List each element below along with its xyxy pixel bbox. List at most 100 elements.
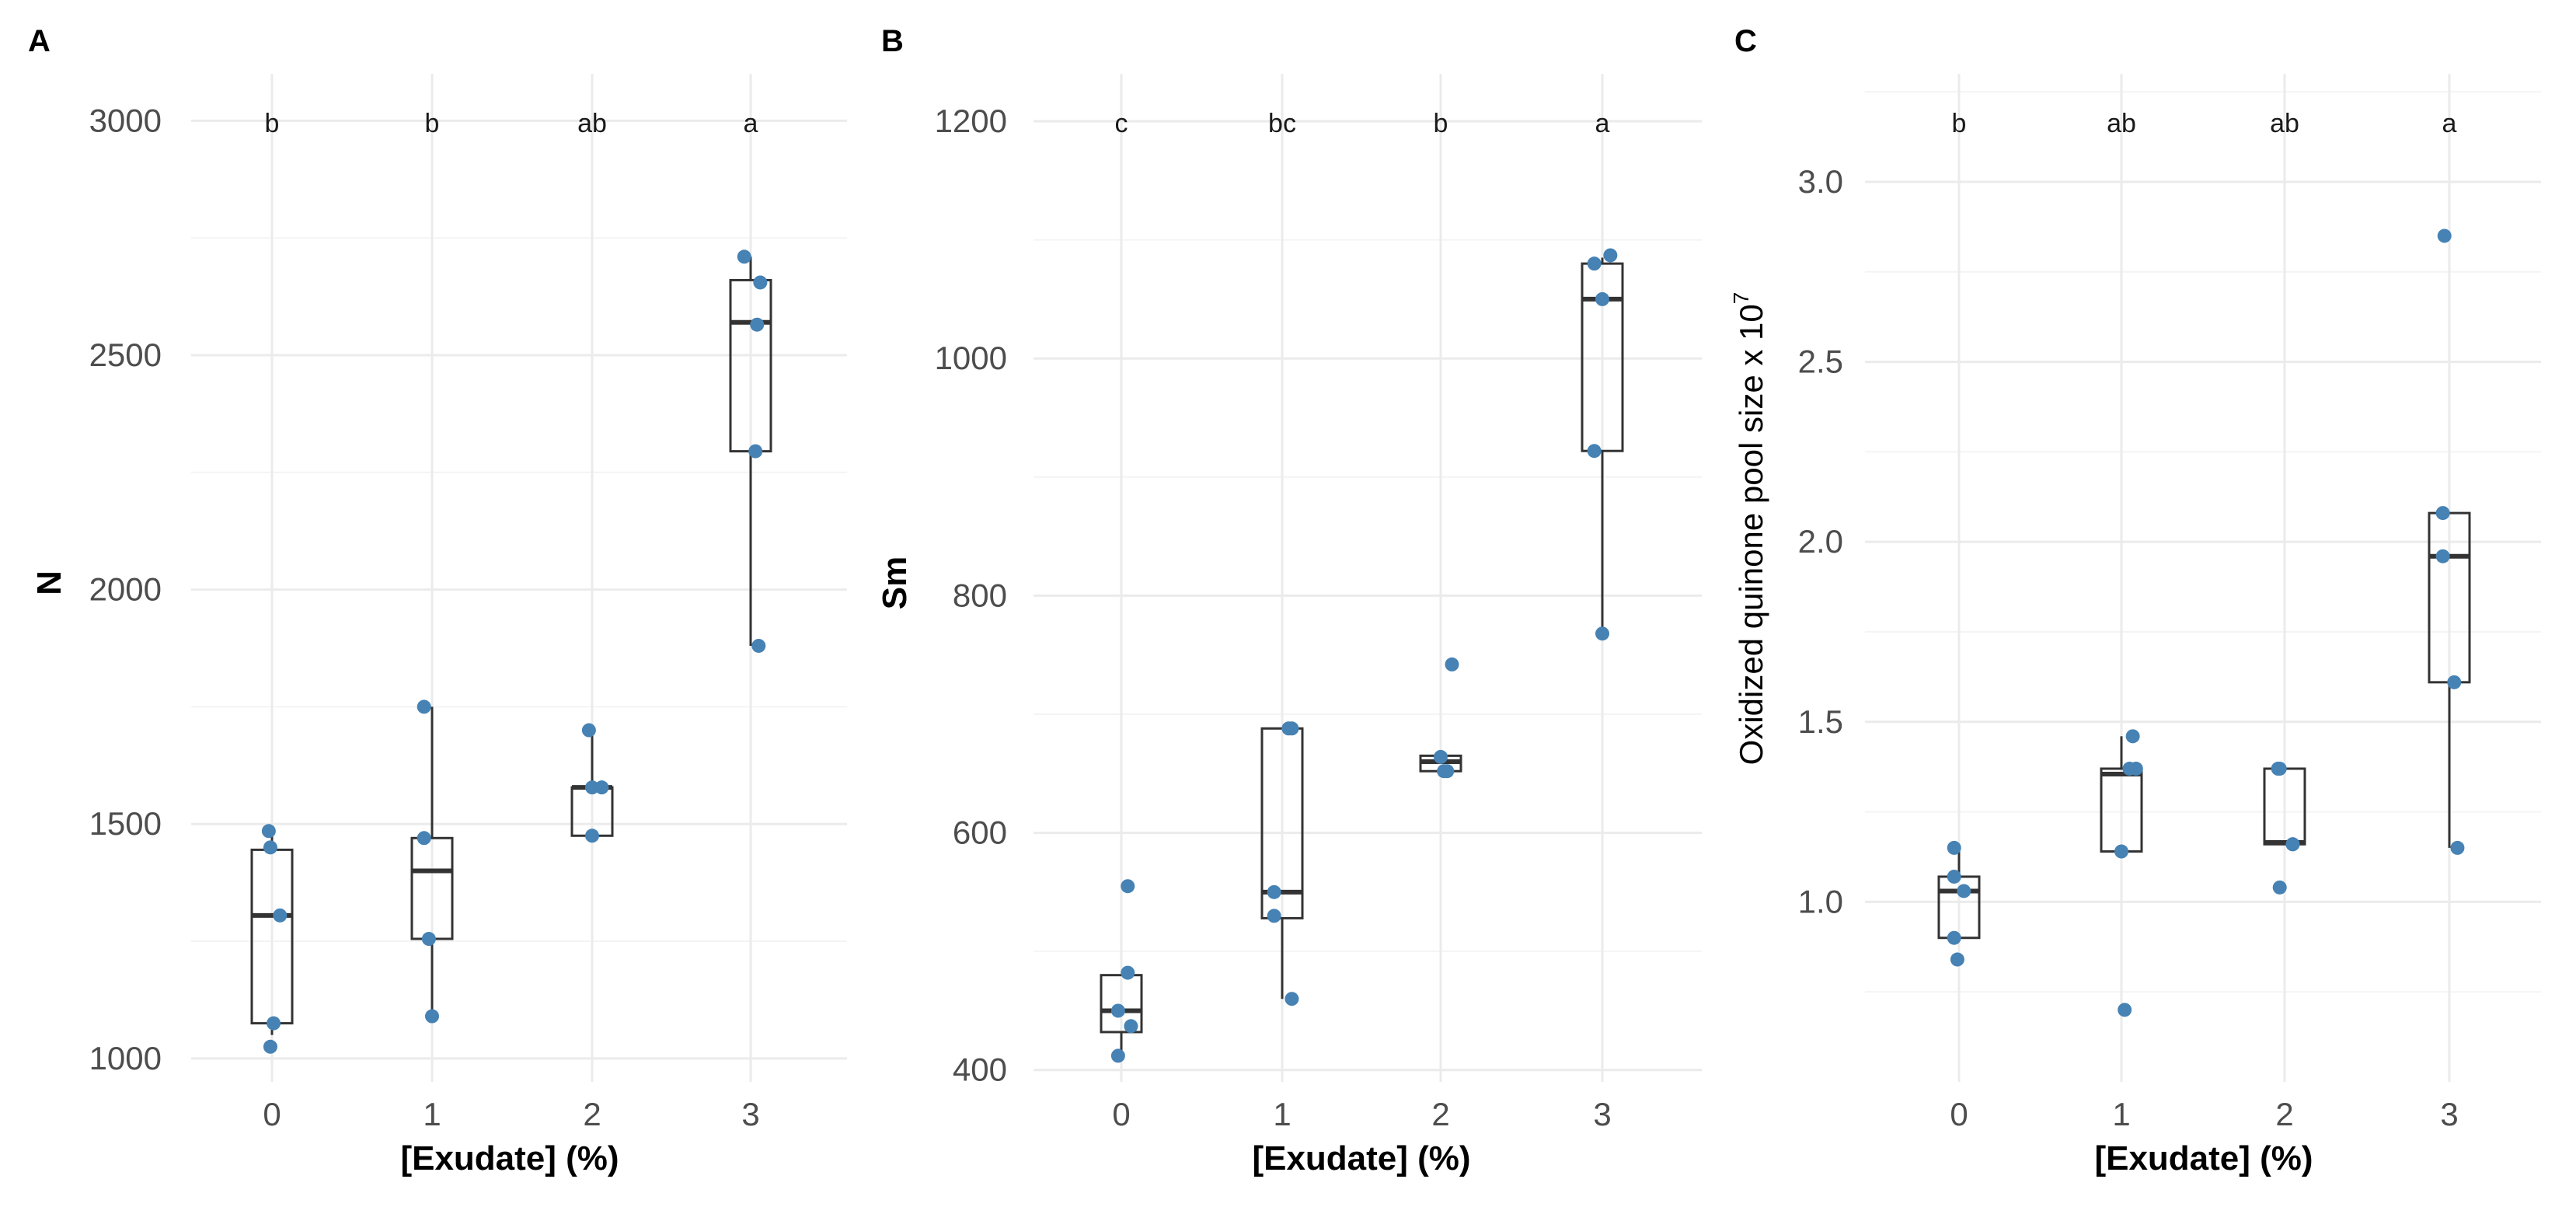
panel-a-significance-letter: ab xyxy=(577,109,607,138)
panel-a: A 1000 1500 2000 2500 3000 0 1 2 3 b b ab a [Exudat… xyxy=(28,24,847,1177)
panel-a-x-tick-label: 3 xyxy=(741,1096,759,1132)
panel-b-data-point xyxy=(1110,1048,1125,1063)
panel-c-y-tick-label: 2.0 xyxy=(1798,523,1843,560)
panel-c-data-point xyxy=(2437,228,2452,243)
panel-a-significance-letter: b xyxy=(265,109,280,138)
panel-a-data-point xyxy=(421,932,436,947)
panel-b-x-axis-title: [Exudate] (%) xyxy=(1252,1139,1470,1177)
panel-c-data-point xyxy=(1957,884,1971,898)
panel-b-data-point xyxy=(1267,909,1281,923)
panel-a-y-tick-label: 2500 xyxy=(89,337,162,373)
panel-b-data-point xyxy=(1121,965,1135,980)
panel-c: C 1.0 1.5 2.0 2.5 3.0 0 1 2 3 b ab ab a [Exudate] (… xyxy=(1729,24,2541,1177)
panel-c-data-point xyxy=(1950,952,1964,967)
panel-b-letter: B xyxy=(881,24,904,58)
panel-b-significance-letter: b xyxy=(1434,109,1448,138)
panel-a-data-point xyxy=(263,840,277,855)
panel-c-significance-letter: ab xyxy=(2270,109,2299,138)
panel-b-y-tick-label: 1000 xyxy=(935,340,1007,376)
panel-a-data-point xyxy=(267,1016,281,1031)
panel-b-data-point xyxy=(1587,444,1602,459)
panel-b-data-point xyxy=(1267,884,1281,899)
panel-b: B 400 600 800 1000 1200 0 1 2 3 c bc b a [Exudate] … xyxy=(876,24,1702,1177)
panel-b-y-axis-title: Sm xyxy=(876,556,914,609)
panel-c-y-axis-title-text: Oxidized quinone pool size x 10 xyxy=(1733,304,1769,765)
panel-a-letter: A xyxy=(28,24,51,58)
panel-c-significance-letter: a xyxy=(2442,109,2457,138)
panel-c-x-axis-title: [Exudate] (%) xyxy=(2094,1139,2313,1177)
panel-c-significance-letter: ab xyxy=(2107,109,2136,138)
panel-b-y-tick-label: 400 xyxy=(953,1052,1007,1088)
panel-c-data-point xyxy=(2118,1003,2132,1017)
panel-a-data-point xyxy=(425,1009,439,1024)
panel-a-data-point xyxy=(263,1039,277,1054)
panel-b-data-point xyxy=(1434,749,1448,764)
panel-b-box xyxy=(1581,262,1624,452)
panel-b-y-tick-label: 800 xyxy=(953,577,1007,613)
panel-b-data-point xyxy=(1124,1019,1138,1034)
panel-c-data-point xyxy=(2272,880,2287,895)
panel-a-y-tick-label: 1500 xyxy=(89,805,162,842)
panel-b-data-point xyxy=(1445,657,1459,672)
panel-a-data-point xyxy=(751,638,766,653)
panel-a-data-point xyxy=(585,829,599,843)
panel-a-y-tick-label: 1000 xyxy=(89,1040,162,1076)
panel-b-significance-letter: bc xyxy=(1268,109,1296,138)
panel-a-data-point xyxy=(753,275,768,290)
panel-c-data-point xyxy=(2272,762,2287,776)
panel-c-data-point xyxy=(2435,549,2450,563)
panel-b-significance-letter: c xyxy=(1115,109,1128,138)
panel-c-data-point xyxy=(2114,844,2128,859)
panel-a-y-tick-label: 3000 xyxy=(89,102,162,138)
panel-a-x-tick-label: 0 xyxy=(263,1096,281,1132)
panel-a-data-point xyxy=(750,317,765,332)
panel-c-y-tick-label: 1.5 xyxy=(1798,703,1843,740)
panel-a-data-point xyxy=(261,824,276,839)
panel-c-data-point xyxy=(1947,869,1961,884)
panel-b-x-tick-label: 0 xyxy=(1112,1096,1130,1132)
panel-c-y-axis-title: Oxidized quinone pool size x 107 xyxy=(1729,292,1769,766)
panel-c-x-tick-label: 3 xyxy=(2440,1096,2458,1132)
panel-b-data-point xyxy=(1285,992,1299,1006)
panel-c-letter: C xyxy=(1734,24,1757,58)
panel-a-data-point xyxy=(737,249,751,264)
panel-c-data-point xyxy=(2128,762,2143,776)
panel-b-data-point xyxy=(1110,1003,1125,1018)
panel-a-significance-letter: a xyxy=(744,109,758,138)
panel-b-data-point xyxy=(1603,248,1618,263)
panel-b-x-tick-label: 1 xyxy=(1273,1096,1291,1132)
panel-b-y-tick-label: 600 xyxy=(953,815,1007,851)
panel-b-data-point xyxy=(1595,291,1609,306)
panel-a-y-axis-title: N xyxy=(30,570,68,595)
panel-c-data-point xyxy=(1947,840,1961,855)
panel-a-data-point xyxy=(581,723,596,738)
panel-b-data-point xyxy=(1595,626,1609,641)
panel-b-data-point xyxy=(1121,879,1135,894)
panel-b-x-tick-label: 2 xyxy=(1431,1096,1449,1132)
panel-a-x-tick-label: 2 xyxy=(583,1096,601,1132)
panel-a-data-point xyxy=(748,444,763,459)
panel-b-data-point xyxy=(1285,721,1299,736)
panel-c-data-point xyxy=(2435,506,2450,521)
panel-c-significance-letter: b xyxy=(1952,109,1967,138)
panel-c-data-point xyxy=(2447,675,2462,689)
panel-b-data-point xyxy=(1587,256,1602,271)
panel-a-data-point xyxy=(585,780,599,795)
panel-c-x-tick-label: 0 xyxy=(1950,1096,1968,1132)
panel-a-data-point xyxy=(417,831,431,846)
panel-a-data-point xyxy=(417,699,431,714)
panel-c-y-tick-label: 2.5 xyxy=(1798,344,1843,380)
panel-c-y-axis-title-superscript: 7 xyxy=(1729,292,1753,305)
panel-c-data-point xyxy=(2450,840,2465,855)
panel-a-x-axis-title: [Exudate] (%) xyxy=(400,1139,619,1177)
panel-c-x-tick-label: 1 xyxy=(2112,1096,2130,1132)
panel-a-data-point xyxy=(273,908,288,923)
panel-c-y-tick-label: 1.0 xyxy=(1798,883,1843,919)
panel-c-data-point xyxy=(1947,930,1961,945)
panel-c-data-point xyxy=(2125,729,2140,744)
panel-a-y-tick-label: 2000 xyxy=(89,571,162,608)
panel-b-significance-letter: a xyxy=(1595,109,1610,138)
panel-a-x-tick-label: 1 xyxy=(423,1096,441,1132)
panel-b-y-tick-label: 1200 xyxy=(935,103,1007,139)
